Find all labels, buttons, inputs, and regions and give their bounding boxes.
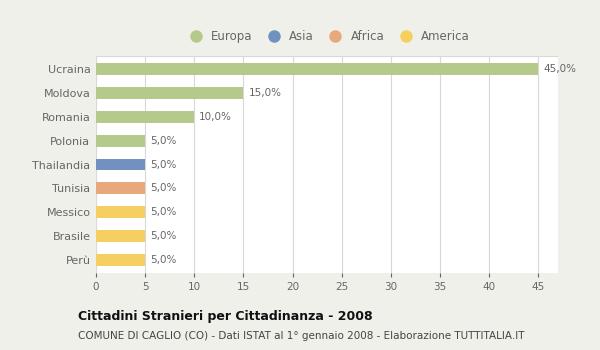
Text: 5,0%: 5,0%: [150, 255, 176, 265]
Text: 5,0%: 5,0%: [150, 207, 176, 217]
Text: 5,0%: 5,0%: [150, 136, 176, 146]
Text: 5,0%: 5,0%: [150, 183, 176, 193]
Text: 15,0%: 15,0%: [248, 88, 281, 98]
Bar: [96, 206, 145, 218]
Text: 10,0%: 10,0%: [199, 112, 232, 122]
Bar: [96, 135, 145, 147]
Bar: [96, 182, 145, 194]
Bar: [96, 254, 145, 266]
Bar: [96, 159, 145, 170]
Text: Cittadini Stranieri per Cittadinanza - 2008: Cittadini Stranieri per Cittadinanza - 2…: [78, 310, 373, 323]
Text: 45,0%: 45,0%: [543, 64, 576, 74]
Bar: [96, 230, 145, 242]
Text: 5,0%: 5,0%: [150, 231, 176, 241]
Text: COMUNE DI CAGLIO (CO) - Dati ISTAT al 1° gennaio 2008 - Elaborazione TUTTITALIA.: COMUNE DI CAGLIO (CO) - Dati ISTAT al 1°…: [78, 331, 524, 341]
Bar: [96, 111, 194, 123]
Text: 5,0%: 5,0%: [150, 160, 176, 169]
Bar: [96, 63, 538, 75]
Legend: Europa, Asia, Africa, America: Europa, Asia, Africa, America: [179, 25, 475, 48]
Bar: [96, 87, 244, 99]
